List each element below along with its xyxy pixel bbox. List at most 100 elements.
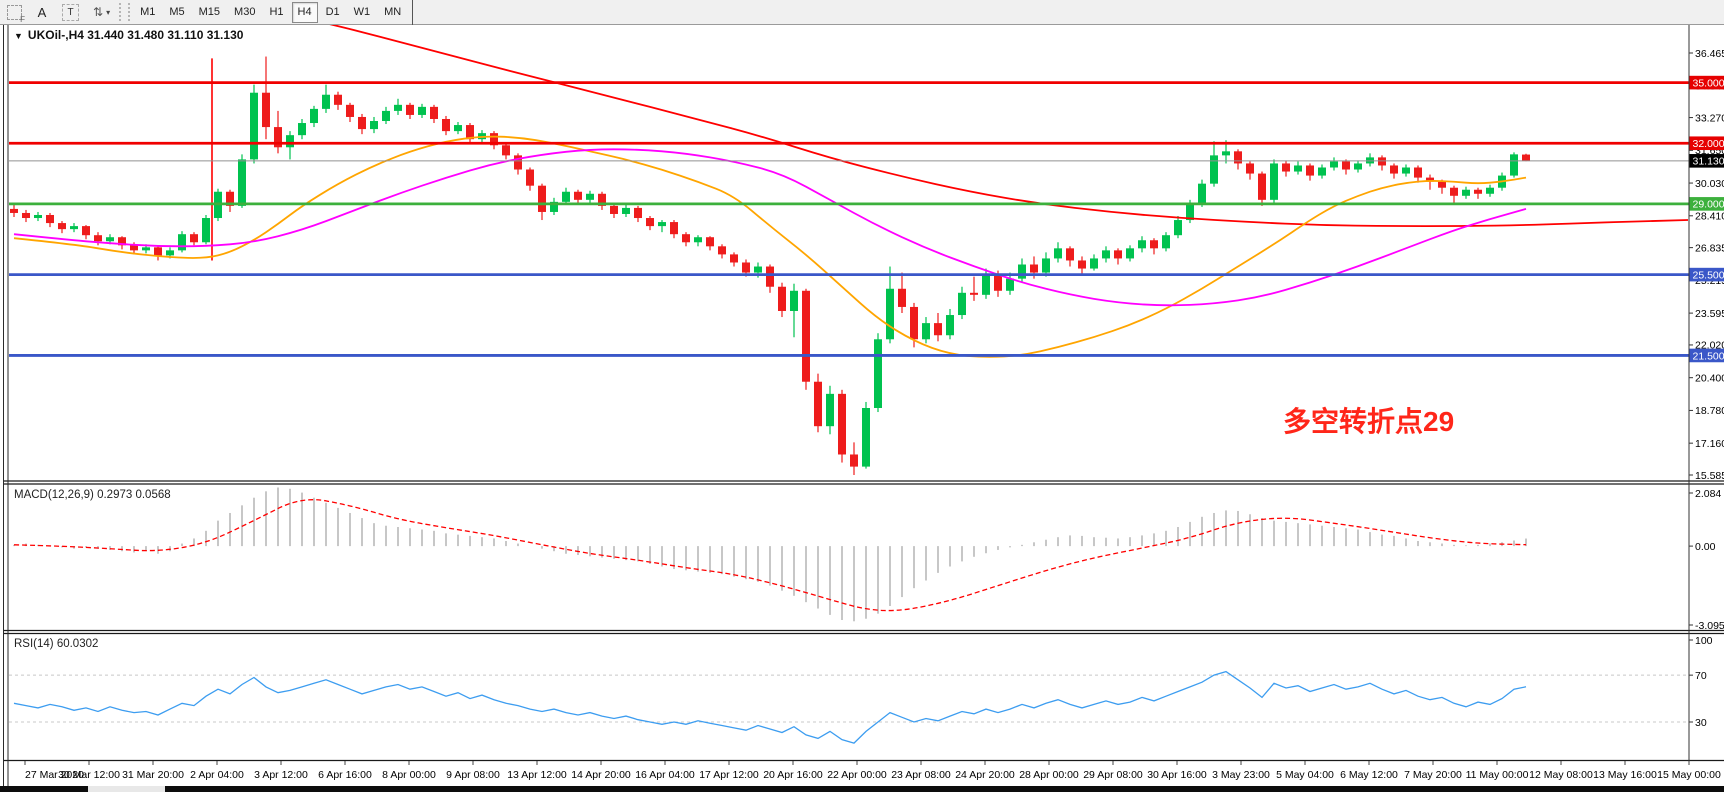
macd-panel[interactable]: [13, 487, 1527, 622]
timeframe-h4-button[interactable]: H4: [291, 1, 318, 23]
rsi-tick-label: 70: [1695, 670, 1707, 682]
candle-body: [646, 218, 654, 227]
price-badge-label: 21.500: [1693, 350, 1724, 362]
candle-body: [1078, 260, 1086, 269]
candle-body: [598, 193, 606, 206]
time-tick-label: 17 Apr 12:00: [699, 769, 759, 781]
macd-tick-label: 0.00: [1695, 541, 1716, 553]
candle-body: [358, 116, 366, 130]
candle-body: [982, 274, 990, 295]
candle-body: [526, 169, 534, 186]
candle-body: [322, 94, 330, 109]
candle-body: [826, 393, 834, 427]
collapse-triangle-icon[interactable]: ▼: [14, 31, 23, 41]
price-badge: [1689, 267, 1724, 282]
candle-body: [1330, 161, 1338, 168]
text-label-icon: T: [62, 3, 79, 21]
timeframe-h1-button[interactable]: H1: [269, 6, 284, 18]
candle-body: [1114, 250, 1122, 259]
candle-body: [466, 125, 474, 140]
price-tick-label: 20.400: [1695, 372, 1724, 384]
candle-body: [1294, 165, 1302, 172]
candle-body: [730, 254, 738, 263]
object-cycle-button[interactable]: ⇅ ▾: [87, 2, 116, 23]
time-tick-label: 27 Mar 2020: [25, 769, 84, 781]
price-tick-label: 28.410: [1695, 211, 1724, 223]
candle-body: [1354, 163, 1362, 170]
candle-body: [778, 286, 786, 311]
main-price-panel[interactable]: [9, 18, 1689, 475]
candle-body: [202, 218, 210, 243]
candle-body: [22, 212, 30, 219]
candle-body: [1102, 250, 1110, 259]
price-axis[interactable]: 36.46534.84533.27031.65030.03028.41026.8…: [1689, 48, 1724, 482]
candle-body: [1030, 264, 1038, 273]
rsi-line: [13, 670, 1527, 744]
price-tick-label: 23.595: [1695, 308, 1724, 320]
candle-body: [1138, 240, 1146, 249]
ma-mid-line: [13, 148, 1527, 307]
symbol-ohlc-text: UKOil-,H4 31.440 31.480 31.110 31.130: [27, 28, 244, 42]
timeframe-m30-button[interactable]: M30: [234, 6, 256, 18]
macd-tick-label: -3.0957: [1695, 620, 1724, 632]
candle-body: [1042, 258, 1050, 273]
candle-body: [1150, 240, 1158, 249]
macd-axis[interactable]: 2.084 0.00 -3.0957: [1689, 488, 1724, 632]
candle-body: [970, 292, 978, 295]
candle-body: [238, 159, 246, 206]
candle-body: [742, 262, 750, 273]
candle-body: [514, 155, 522, 170]
candle-body: [1126, 248, 1134, 259]
candle-body: [106, 237, 114, 242]
candle-body: [58, 223, 66, 230]
price-badge: [1689, 197, 1724, 211]
candle-body: [118, 237, 126, 246]
price-badge-label: 25.500: [1693, 269, 1724, 281]
candle-body: [310, 108, 318, 124]
candle-body: [1090, 258, 1098, 269]
candle-body: [286, 135, 294, 148]
frame-grid-button[interactable]: F: [1, 2, 28, 24]
time-tick-label: 2 Apr 04:00: [190, 769, 244, 781]
ma-slow-line: [329, 25, 1689, 228]
time-tick-label: 6 May 12:00: [1340, 769, 1398, 781]
rsi-axis[interactable]: 100 70 30: [1689, 635, 1713, 729]
candle-body: [910, 306, 918, 340]
candle-body: [958, 292, 966, 316]
font-tool-button[interactable]: A: [37, 4, 47, 20]
time-tick-label: 29 Apr 08:00: [1083, 769, 1143, 781]
candle-body: [430, 106, 438, 119]
timeframe-d1-button[interactable]: D1: [325, 6, 340, 18]
candle-body: [1450, 187, 1458, 196]
toolbar-end-divider: [412, 0, 414, 25]
macd-indicator-label: MACD(12,26,9) 0.2973 0.0568: [14, 489, 171, 501]
time-tick-label: 23 Apr 08:00: [891, 769, 951, 781]
toolbar-drag-handle[interactable]: [119, 3, 131, 21]
time-tick-label: 24 Apr 20:00: [955, 769, 1015, 781]
rsi-panel[interactable]: [9, 670, 1689, 744]
time-tick-label: 9 Apr 08:00: [446, 769, 500, 781]
timeframe-m1-button[interactable]: M1: [140, 6, 156, 18]
timeframe-w1-button[interactable]: W1: [353, 6, 371, 18]
time-tick-label: 31 Mar 20:00: [122, 769, 184, 781]
candle-body: [226, 191, 234, 206]
chart-background: [0, 25, 1724, 786]
timeframe-mn-button[interactable]: MN: [384, 6, 402, 18]
price-badge-label: 35.000: [1693, 77, 1724, 89]
time-tick-label: 30 Apr 16:00: [1147, 769, 1207, 781]
candle-body: [1258, 173, 1266, 200]
candle-body: [262, 92, 270, 128]
candle-body: [130, 245, 138, 251]
timeframe-m5-button[interactable]: M5: [169, 6, 185, 18]
candle-body: [190, 234, 198, 243]
text-label-button[interactable]: T: [56, 2, 85, 23]
candle-body: [1414, 167, 1422, 178]
timeframe-m15-button[interactable]: M15: [198, 6, 221, 18]
candle-body: [622, 207, 630, 214]
candle-body: [754, 266, 762, 273]
candle-body: [922, 323, 930, 340]
window-bottom-strip: [0, 786, 1724, 792]
